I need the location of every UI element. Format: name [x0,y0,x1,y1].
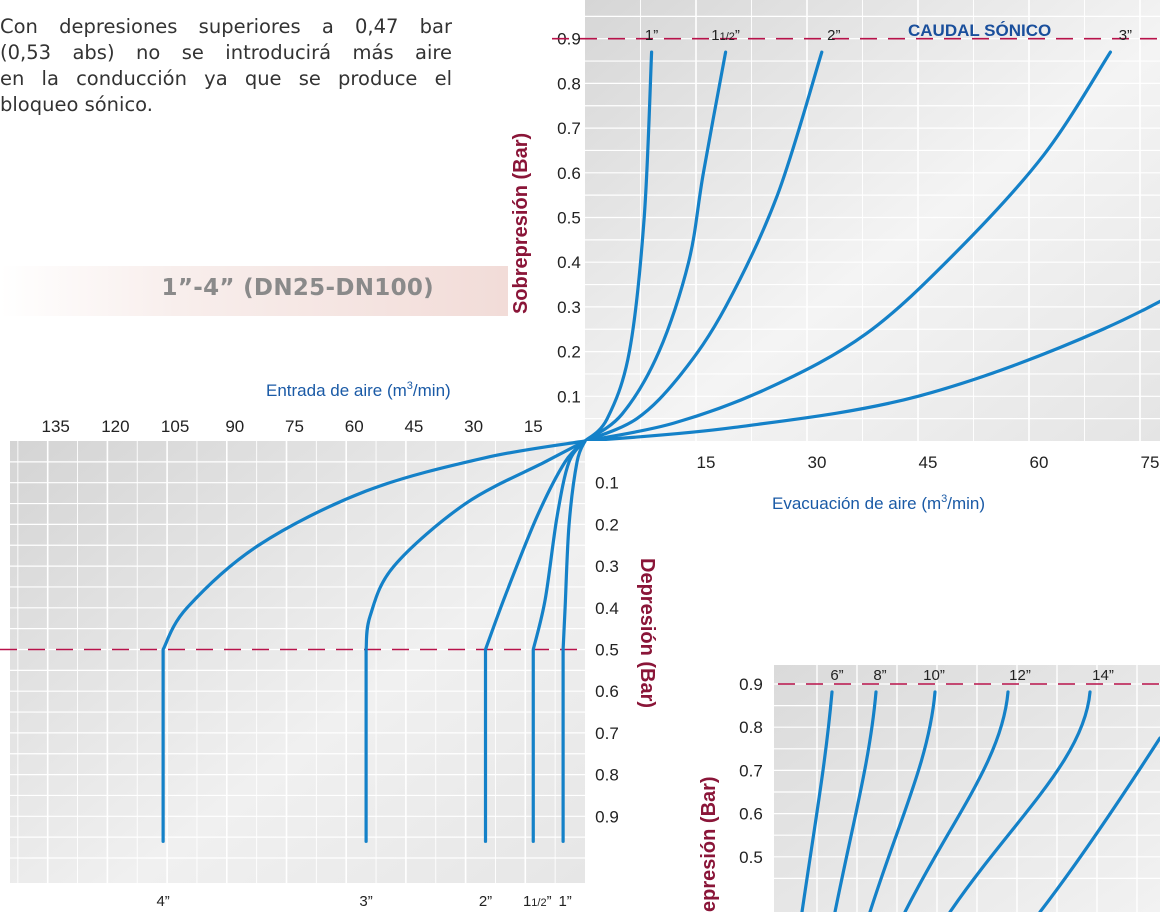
intro-line-2: (0,53 abs) no se introducirá más aire [0,41,452,64]
sobrepresion-y-tick: 0.7 [557,119,581,138]
sobrepresion-curve-2 [583,50,824,443]
sobrepresion-curve-0 [583,50,654,443]
large-sizes-panel: 0.5 0.6 0.7 0.8 0.9 6” 8” 10” 12” 14” [728,665,1160,912]
sobrepresion-curve-3 [583,50,1112,443]
sobrepresion-axis-title: Sobrepresión (Bar) [510,133,532,314]
sobrepresion-y-tick: 0.3 [557,298,581,317]
entrada-x-tick: 30 [464,417,483,436]
large-sizes-curve-label: 10” [923,667,945,684]
large-sizes-y-tick: 0.9 [739,675,763,694]
depresion-y-tick: 0.7 [595,724,619,743]
large-sizes-curve-extra [1038,736,1160,912]
depresion-plot-area [10,441,585,883]
depresion-curve-3 [364,439,587,843]
intro-line-1: Con depresiones superiores a 0,47 bar [0,15,452,38]
intro-line-3: en la conducción ya que se produce el [0,67,452,90]
intro-text: Con depresiones superiores a 0,47 bar (0… [0,14,452,118]
sobrepresion-y-tick: 0.1 [557,387,581,406]
y-tick-column [548,0,585,441]
sobrepresion-curve-label: 3” [1119,27,1132,44]
depresion-y-tick: 0.1 [595,474,619,493]
sobrepresion-curve-label: 1” [645,27,658,44]
size-range-title: 1”-4” (DN25-DN100) [161,275,434,301]
depresion-axis-title: Depresión (Bar) [636,558,658,708]
depresion-curve-2 [483,439,587,843]
depresion-panel: 135 120 105 90 75 60 45 30 15 0.1 0.2 0.3 0.4 0.5 0.6 0… [0,408,625,912]
y-tick-column [728,665,774,912]
large-sizes-y-tick: 0.8 [739,718,763,737]
large-sizes-curve-label: 14” [1092,667,1114,684]
large-sizes-curve-2 [868,690,937,912]
sobrepresion-curve-1 [583,50,728,443]
entrada-x-tick: 105 [161,417,189,436]
sobrepresion-curve-4 [583,299,1160,443]
large-sizes-y-tick: 0.6 [739,805,763,824]
sobrepresion-curve-label: 11/2” [711,27,740,44]
depresion-curve-label: 1” [558,893,571,910]
large-sizes-y-tick: 0.5 [739,848,763,867]
sonic-flow-label: CAUDAL SÓNICO [908,21,1051,40]
large-sizes-curve-4 [948,690,1092,912]
depresion-curve-4 [161,439,587,843]
depresion-curve-label: 4” [156,893,169,910]
evacuacion-x-tick: 45 [919,453,938,472]
sobrepresion-curve-label: 2” [827,27,840,44]
y-tick-column [585,441,625,912]
large-sizes-curve-label: 12” [1009,667,1031,684]
large-sizes-curve-label: 6” [830,667,843,684]
depresion-y-tick: 0.8 [595,766,619,785]
entrada-axis-title: Entrada de aire (m3/min) [266,380,451,400]
evacuacion-x-tick: 15 [697,453,716,472]
size-range-banner: 1”-4” (DN25-DN100) [0,266,508,316]
sobrepresion-y-tick: 0.4 [557,253,581,272]
intro-line-4: bloqueo sónico. [0,93,153,116]
x-tick-row [0,408,585,441]
entrada-x-tick: 90 [225,417,244,436]
large-sizes-curve-label: 8” [873,667,886,684]
large-sizes-axis-title: epresión (Bar) [698,776,720,912]
sobrepresion-panel: 0.10.20.30.40.50.60.70.80.91530456075901… [548,0,1160,472]
depresion-y-tick: 0.5 [595,641,619,660]
large-sizes-curve-0 [800,690,834,912]
evacuacion-x-tick: 75 [1141,453,1160,472]
entrada-x-tick: 135 [42,417,70,436]
large-sizes-y-tick: 0.7 [739,761,763,780]
entrada-x-tick: 15 [524,417,543,436]
depresion-y-tick: 0.9 [595,807,619,826]
large-sizes-curve-3 [903,690,1010,912]
depresion-y-tick: 0.6 [595,682,619,701]
large-sizes-curve-1 [833,690,878,912]
sobrepresion-y-tick: 0.6 [557,164,581,183]
depresion-curve-label: 3” [359,893,372,910]
depresion-y-tick: 0.2 [595,515,619,534]
x-tick-row [585,441,1160,469]
depresion-curve-label: 11/2” [523,893,552,910]
sobrepresion-y-tick: 0.8 [557,74,581,93]
entrada-x-tick: 60 [345,417,364,436]
depresion-y-tick: 0.4 [595,599,619,618]
depresion-curve-label: 2” [479,893,492,910]
evacuacion-axis-title: Evacuación de aire (m3/min) [772,493,985,513]
sobrepresion-y-tick: 0.2 [557,343,581,362]
entrada-x-tick: 45 [404,417,423,436]
depresion-curve-0 [561,439,587,843]
evacuacion-x-tick: 60 [1030,453,1049,472]
entrada-x-tick: 120 [101,417,129,436]
depresion-y-tick: 0.3 [595,557,619,576]
sobrepresion-plot-area [585,0,1160,441]
evacuacion-x-tick: 30 [808,453,827,472]
sobrepresion-y-tick: 0.5 [557,209,581,228]
entrada-x-tick: 75 [285,417,304,436]
